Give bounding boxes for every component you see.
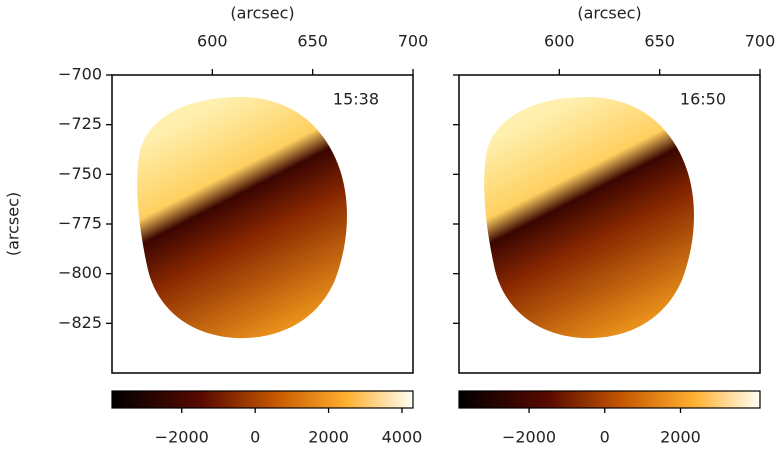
colorbar-tick-label: −2000: [155, 428, 209, 447]
colorbar-tick-label: 0: [600, 428, 610, 447]
y-tick-label: −700: [58, 65, 102, 84]
colorbar-tick-label: −2000: [502, 428, 556, 447]
axes: (arcsec) (arcsec) 15:38 600 650 700 −700 −725 −7…: [4, 4, 776, 447]
x-tick-label: 700: [745, 32, 776, 51]
colorbar-tick-label: 0: [250, 428, 260, 447]
y-axis-label: (arcsec): [4, 192, 23, 256]
x-tick-label: 650: [644, 32, 675, 51]
y-tick-label: −725: [58, 114, 102, 133]
x-tick-label: 600: [197, 32, 228, 51]
colorbar: [111, 390, 414, 409]
solar-map: [137, 97, 347, 339]
y-tick-label: −775: [58, 214, 102, 233]
y-tick-label: −825: [58, 313, 102, 332]
x-tick-label: 600: [544, 32, 575, 51]
timestamp: 15:38: [333, 90, 379, 109]
x-tick-label: 650: [297, 32, 328, 51]
y-tick-label: −750: [58, 164, 102, 183]
y-tick-label: −800: [58, 263, 102, 282]
colorbar: [458, 390, 761, 409]
colorbar-tick-label: 4000: [382, 428, 423, 447]
x-axis-label: (arcsec): [230, 4, 294, 23]
x-tick-label: 700: [398, 32, 429, 51]
x-axis-label: (arcsec): [577, 4, 641, 23]
solar-map: [484, 97, 694, 339]
colorbar-tick-label: 2000: [308, 428, 349, 447]
colorbar-tick-label: 2000: [660, 428, 701, 447]
timestamp: 16:50: [680, 90, 726, 109]
